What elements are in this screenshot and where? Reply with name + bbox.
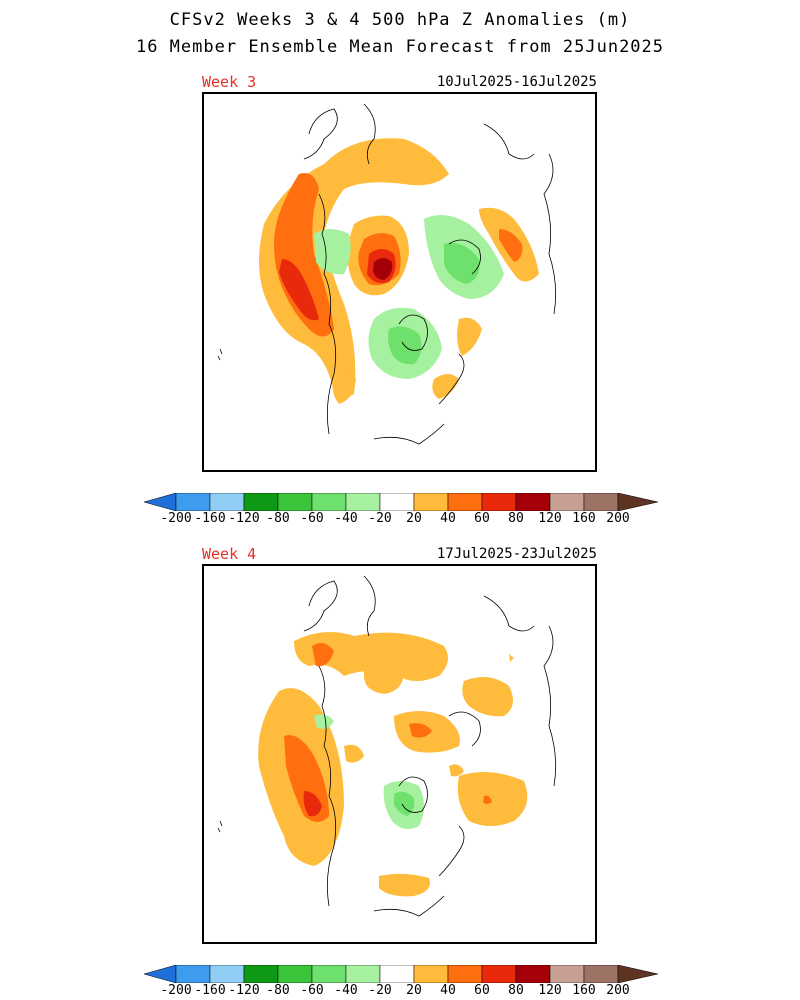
- colorbar-tick-label: 20: [406, 983, 422, 998]
- week4-colorbar-labels: -200 -160 -120 -80 -60 -40 -20 20 40 60 …: [144, 983, 658, 999]
- colorbar-swatch: [243, 965, 279, 983]
- colorbar-tick-label: -40: [334, 983, 358, 998]
- week4-map-panel: [202, 564, 597, 944]
- colorbar-swatch: [549, 493, 585, 511]
- colorbar-tick-label: 160: [572, 511, 596, 526]
- colorbar-swatch: [481, 493, 517, 511]
- colorbar-swatch: [175, 965, 211, 983]
- week3-anomaly-pos: [457, 317, 482, 356]
- colorbar-swatch: [243, 493, 279, 511]
- week3-anomaly-pos: [279, 259, 319, 321]
- chart-title: CFSv2 Weeks 3 & 4 500 hPa Z Anomalies (m…: [169, 10, 631, 30]
- colorbar-swatch: [311, 493, 347, 511]
- colorbar-tick-label: 20: [406, 511, 422, 526]
- colorbar-tick-label: -80: [266, 511, 290, 526]
- colorbar-tick-label: -200: [160, 983, 192, 998]
- colorbar-swatch: [311, 965, 347, 983]
- colorbar-tick-label: -60: [300, 983, 324, 998]
- colorbar-swatch: [379, 965, 415, 983]
- week3-anomaly-pos: [499, 229, 523, 262]
- week4-date-range: 17Jul2025-23Jul2025: [436, 546, 597, 562]
- week3-colorbar: [144, 493, 658, 511]
- colorbar-tick-label: -120: [228, 983, 260, 998]
- week3-label: Week 3: [202, 73, 257, 91]
- week3-anomaly-pos: [274, 173, 334, 337]
- colorbar-tick-label: 60: [474, 983, 490, 998]
- week3-map-panel: [202, 92, 597, 472]
- colorbar-tick-label: 60: [474, 511, 490, 526]
- week4-anomaly-pos: [312, 642, 334, 667]
- week3-colorbar-labels: -200 -160 -120 -80 -60 -40 -20 20 40 60 …: [144, 511, 658, 527]
- colorbar-swatch: [277, 965, 313, 983]
- colorbar-tick-label: -160: [194, 983, 226, 998]
- colorbar-tick-label: 40: [440, 983, 456, 998]
- colorbar-swatch: [549, 965, 585, 983]
- week4-colorbar: [144, 965, 658, 983]
- colorbar-swatch: [617, 965, 658, 983]
- week4-anomaly-neg: [394, 791, 415, 816]
- week4-anomaly-pos: [344, 744, 364, 763]
- week4-anomaly-pos: [483, 795, 492, 804]
- colorbar-swatch: [447, 965, 483, 983]
- week3-coastlines: [217, 103, 557, 445]
- colorbar-tick-label: -20: [368, 511, 392, 526]
- colorbar-swatch: [481, 965, 517, 983]
- colorbar-swatch: [277, 493, 313, 511]
- colorbar-swatch: [144, 493, 177, 511]
- week3-date-range: 10Jul2025-16Jul2025: [436, 74, 597, 90]
- week4-anomaly-map: [217, 575, 557, 917]
- colorbar-swatch: [617, 493, 658, 511]
- colorbar-tick-label: -160: [194, 511, 226, 526]
- colorbar-swatch: [345, 965, 381, 983]
- colorbar-swatch: [583, 965, 619, 983]
- week4-label: Week 4: [202, 545, 257, 563]
- week4-anomaly-pos: [379, 873, 430, 897]
- colorbar-swatch: [515, 965, 551, 983]
- colorbar-tick-label: 120: [538, 511, 562, 526]
- colorbar-tick-label: 80: [508, 511, 524, 526]
- colorbar-swatch: [413, 493, 449, 511]
- colorbar-swatch: [515, 493, 551, 511]
- week4-anomaly-pos: [457, 772, 528, 826]
- colorbar-tick-label: 160: [572, 983, 596, 998]
- colorbar-swatch: [447, 493, 483, 511]
- colorbar-tick-label: 80: [508, 983, 524, 998]
- colorbar-tick-label: 200: [606, 511, 630, 526]
- colorbar-tick-label: -200: [160, 511, 192, 526]
- week4-anomaly-pos: [409, 723, 432, 738]
- week3-anomaly-map: [217, 103, 557, 445]
- week4-anomaly-pos: [509, 654, 514, 662]
- week4-coastlines: [217, 575, 557, 917]
- week3-anomaly-neg: [314, 229, 351, 275]
- colorbar-tick-label: -80: [266, 983, 290, 998]
- week3-anomaly-pos: [332, 367, 356, 404]
- colorbar-tick-label: 120: [538, 983, 562, 998]
- week4-anomaly-pos: [303, 791, 322, 817]
- colorbar-tick-label: -20: [368, 983, 392, 998]
- week3-anomaly-pos: [432, 374, 459, 399]
- week3-anomaly-pos: [373, 258, 393, 280]
- colorbar-tick-label: -120: [228, 511, 260, 526]
- colorbar-swatch: [209, 493, 245, 511]
- week4-anomaly-pos: [294, 632, 448, 681]
- colorbar-swatch: [345, 493, 381, 511]
- colorbar-swatch: [379, 493, 415, 511]
- colorbar-swatch: [144, 965, 177, 983]
- colorbar-swatch: [583, 493, 619, 511]
- week3-anomaly-neg: [444, 243, 480, 284]
- colorbar-tick-label: -40: [334, 511, 358, 526]
- colorbar-tick-label: 40: [440, 511, 456, 526]
- chart-subtitle: 16 Member Ensemble Mean Forecast from 25…: [135, 37, 665, 57]
- colorbar-swatch: [209, 965, 245, 983]
- colorbar-swatch: [413, 965, 449, 983]
- week4-anomaly-neg: [314, 714, 334, 729]
- week4-anomaly-pos: [449, 764, 464, 777]
- week4-anomaly-pos: [364, 659, 404, 694]
- colorbar-tick-label: -60: [300, 511, 324, 526]
- week4-anomaly-pos: [462, 677, 513, 717]
- colorbar-swatch: [175, 493, 211, 511]
- colorbar-tick-label: 200: [606, 983, 630, 998]
